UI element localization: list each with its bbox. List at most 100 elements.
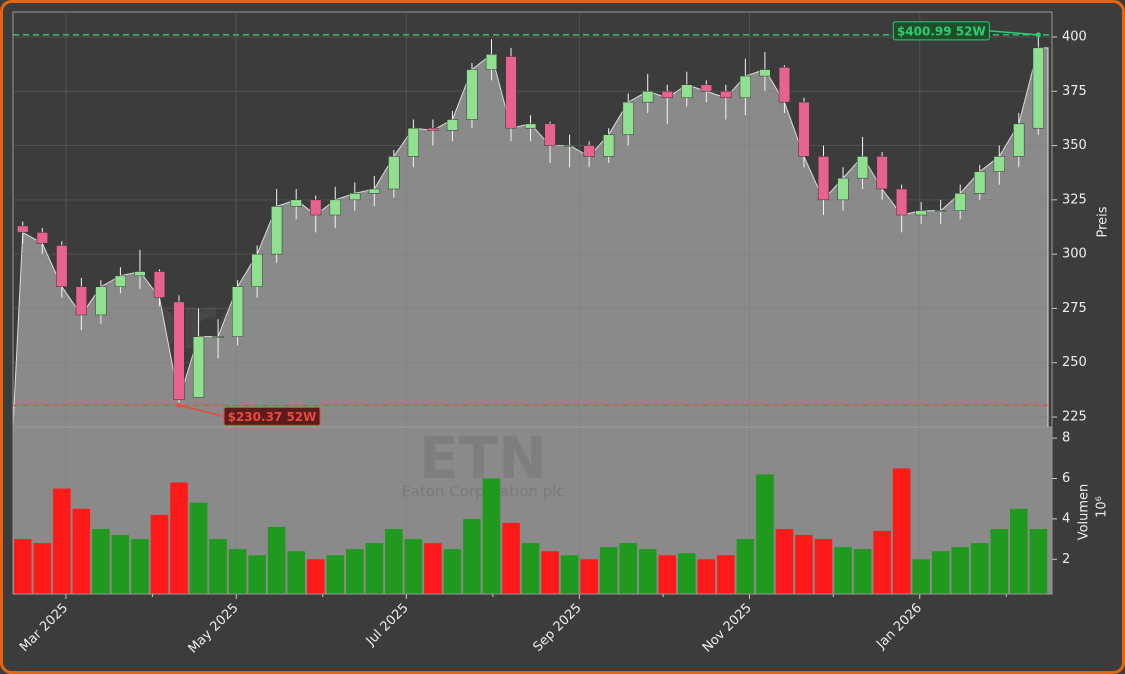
annotation-point [176, 402, 182, 408]
volume-bar [267, 526, 286, 594]
candle-body [271, 206, 283, 255]
candle-body [817, 156, 830, 201]
volume-bar [990, 528, 1009, 594]
y-tick-label: 8 [1062, 431, 1070, 446]
volume-bar [13, 539, 32, 594]
volume-bar [951, 547, 969, 594]
y-tick-label: 375 [1062, 84, 1087, 99]
volume-bar [834, 547, 852, 594]
candle-body [739, 75, 751, 99]
volume-bar [424, 543, 442, 594]
volume-bar [111, 535, 130, 594]
y-tick-label: 325 [1062, 192, 1087, 207]
volume-bar [345, 549, 364, 594]
volume-bar [326, 555, 345, 594]
volume-bar [541, 551, 559, 594]
volume-axis-label: Volumen [1077, 484, 1092, 541]
candle-body [192, 336, 205, 398]
candle-body [837, 177, 849, 201]
volume-bar [931, 551, 950, 594]
volume-bar [463, 518, 481, 594]
candle-body [173, 301, 185, 400]
volume-bar [521, 543, 540, 594]
y-tick-label: 350 [1062, 138, 1087, 153]
volume-multiplier: 10⁶ [1095, 496, 1110, 518]
annotation-arrow [178, 404, 225, 418]
candle-body [974, 171, 986, 194]
candle-body [329, 199, 341, 216]
y-tick-label: 2 [1062, 552, 1070, 567]
annotation-label: $230.37 52W [228, 410, 317, 424]
volume-bar [795, 535, 813, 594]
candle-body [778, 67, 791, 103]
candle-body [935, 210, 947, 212]
y-axis-label: Preis [1096, 206, 1111, 237]
candle-body [642, 91, 654, 103]
y-tick-label: 300 [1062, 247, 1087, 262]
candle-body [954, 193, 966, 211]
volume-bar [209, 539, 227, 594]
candle-body [720, 91, 732, 99]
candle-body [75, 286, 87, 316]
volume-bar [53, 488, 71, 594]
candle-body [505, 56, 517, 129]
candle-body [681, 84, 693, 99]
volume-bar [306, 559, 325, 594]
candle-body [251, 253, 263, 287]
candle-body [622, 101, 634, 135]
candle-body [368, 188, 380, 194]
candle-body [759, 69, 771, 77]
candle-body [466, 69, 478, 120]
candle-body [485, 54, 498, 70]
volume-bar [33, 543, 52, 594]
volume-bar [287, 551, 305, 594]
volume-bar [599, 547, 618, 594]
candle-body [231, 286, 244, 337]
candle-body [310, 199, 322, 216]
candle-body [446, 119, 459, 131]
volume-bar [853, 549, 872, 594]
candle-body [563, 145, 576, 147]
volume-bar [736, 539, 755, 594]
volume-bar [717, 555, 735, 594]
volume-bar [443, 549, 462, 594]
volume-bar [697, 559, 716, 594]
candle-body [544, 123, 556, 146]
volume-bar [502, 522, 520, 594]
volume-bar [92, 528, 110, 594]
volume-bar [248, 555, 266, 594]
volume-bar [677, 553, 696, 594]
annotation-point [1035, 32, 1041, 38]
volume-bar [912, 559, 930, 594]
y-tick-label: 250 [1062, 355, 1087, 370]
candle-body [407, 127, 419, 157]
volume-bar [560, 555, 579, 594]
volume-bar [814, 539, 833, 594]
y-tick-label: 4 [1062, 511, 1070, 526]
candle-body [36, 232, 48, 244]
volume-bar [482, 478, 501, 594]
volume-bar [658, 555, 677, 594]
candle-body [876, 156, 888, 190]
candle-body [700, 84, 712, 92]
y-tick-label: 6 [1062, 471, 1070, 486]
candle-body [212, 336, 224, 338]
candle-body [153, 271, 166, 298]
volume-bar [756, 474, 774, 594]
candle-body [895, 188, 908, 216]
candle-body [993, 156, 1005, 172]
volume-bar [873, 530, 891, 594]
candle-body [524, 123, 537, 129]
volume-bar [228, 549, 247, 594]
volume-bar [775, 528, 794, 594]
candle-body [388, 156, 400, 190]
volume-bar [970, 543, 989, 594]
candle-body [114, 275, 127, 287]
volume-bar [580, 559, 598, 594]
candle-body [661, 91, 673, 99]
volume-bar [170, 482, 188, 594]
candle-body [17, 225, 29, 233]
volume-bar [131, 539, 149, 594]
volume-bar [638, 549, 657, 594]
